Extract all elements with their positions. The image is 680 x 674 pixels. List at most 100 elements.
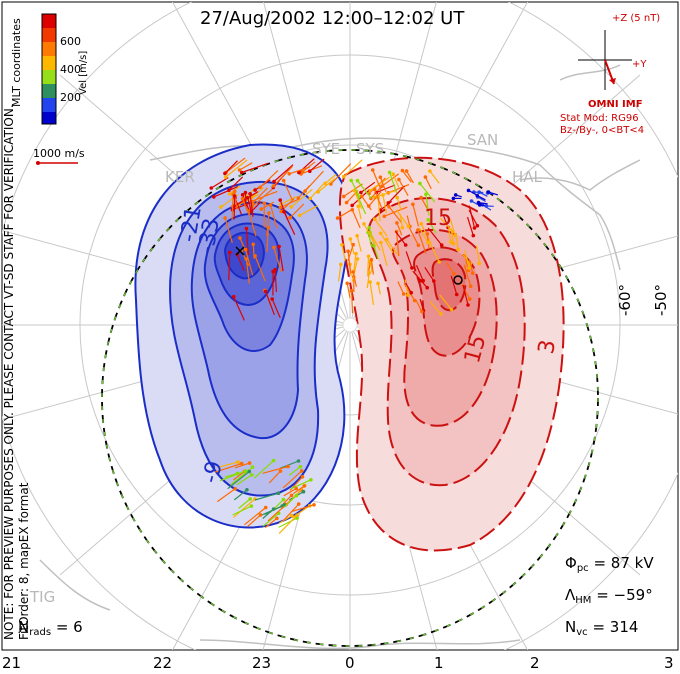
velocity-vector-origin (355, 178, 360, 183)
velocity-vector (219, 470, 246, 482)
velocity-vector (387, 185, 406, 204)
velocity-vector (262, 465, 289, 474)
velocity-vector (350, 180, 361, 198)
velocity-scale-vector (36, 161, 78, 165)
velocity-vector-origin (227, 250, 232, 255)
velocity-vector-origin (362, 222, 366, 226)
velocity-vector (289, 203, 305, 219)
velocity-vector (397, 281, 405, 295)
velocity-vector (415, 299, 423, 312)
velocity-vector (406, 215, 411, 227)
velocity-vector-origin (278, 469, 283, 473)
velocity-vector-origin (403, 243, 408, 247)
velocity-vector-origin (239, 461, 244, 466)
imf-z-label: +Z (5 nT) (612, 13, 661, 24)
cross-polar-potential: Φpc = 87 kV (565, 554, 654, 574)
velocity-vector-origin (248, 192, 252, 196)
velocity-vector-origin (301, 489, 306, 494)
velocity-vector (406, 170, 414, 184)
velocity-vector-origin (372, 187, 377, 192)
velocity-vector (369, 281, 375, 305)
velocity-vector (317, 178, 336, 193)
velocity-vector-origin (360, 194, 364, 199)
velocity-vector-origin (410, 266, 414, 270)
velocity-vector (273, 165, 293, 187)
velocity-vector (386, 238, 399, 256)
velocity-vector-origin (416, 228, 420, 232)
velocity-vector-origin (227, 188, 231, 192)
velocity-vector (380, 242, 388, 266)
mlt-label: 23 (252, 654, 272, 672)
velocity-vector-origin (267, 211, 271, 215)
velocity-vector-origin (486, 190, 491, 194)
velocity-vector (290, 188, 313, 208)
velocity-vector-origin (295, 516, 299, 520)
velocity-vector (367, 256, 370, 275)
station-label: KER (165, 168, 195, 186)
velocity-vector (244, 507, 267, 526)
velocity-vector (271, 298, 281, 319)
velocity-vector-origin (387, 170, 392, 175)
velocity-vector-origin (344, 200, 349, 205)
velocity-vector-origin (397, 177, 401, 182)
velocity-vector (262, 508, 274, 519)
velocity-vector (396, 231, 400, 257)
velocity-vector (341, 244, 346, 261)
velocity-vector (389, 172, 398, 194)
velocity-vector (429, 170, 440, 184)
potential-min-marker (235, 246, 245, 256)
velocity-vector-origin (469, 199, 474, 203)
velocity-vector (429, 301, 442, 315)
velocity-vector-origin (212, 195, 216, 199)
velocity-vector (290, 479, 312, 490)
velocity-vector-origin (406, 224, 411, 229)
velocity-vector-origin (471, 233, 476, 238)
velocity-vector-origin (366, 254, 371, 259)
velocity-vector (388, 206, 403, 224)
velocity-vector-origin (232, 194, 237, 198)
velocity-vector (247, 209, 257, 237)
velocity-vector-origin (401, 292, 406, 296)
velocity-vector (265, 291, 275, 316)
velocity-vector (236, 474, 253, 486)
velocity-vector (382, 194, 387, 214)
velocity-vector (292, 485, 305, 495)
velocity-vector (468, 209, 478, 226)
velocity-vector (282, 470, 303, 489)
velocity-vector (401, 170, 412, 183)
velocity-vector (268, 470, 281, 484)
velocity-vector-origin (250, 473, 254, 477)
potential-max-marker (453, 275, 463, 285)
velocity-vector (232, 470, 245, 481)
velocity-vector-origin (244, 226, 249, 231)
velocity-vector-origin (302, 484, 307, 488)
velocity-vector-origin (243, 247, 248, 252)
velocity-vector-origin (476, 200, 481, 205)
velocity-vector (357, 206, 362, 220)
velocity-vector (353, 253, 357, 271)
velocity-vector (412, 204, 420, 227)
velocity-vector-origin (298, 213, 302, 218)
velocity-vector (395, 209, 409, 227)
velocity-vector (214, 462, 242, 473)
plot-frame (1, 1, 679, 651)
preview-note: NOTE: FOR PREVIEW PURPOSES ONLY. PLEASE … (2, 104, 16, 640)
velocity-vector (278, 517, 298, 528)
velocity-vector-origin (303, 189, 307, 193)
velocity-vector-origin (356, 204, 361, 209)
velocity-vector-origin (424, 192, 428, 197)
velocity-vector (283, 487, 297, 497)
velocity-vector (368, 191, 382, 207)
velocity-vector (377, 197, 381, 222)
contour-label: 15 (424, 206, 452, 231)
velocity-vector-origin (219, 205, 223, 209)
velocity-vector-origin (404, 169, 409, 173)
velocity-vector-origin (258, 185, 263, 190)
velocity-vector (425, 194, 430, 216)
velocity-vector-origin (437, 260, 441, 264)
velocity-vector-origin (342, 194, 346, 199)
latitude-label: -60° (616, 284, 634, 316)
velocity-vector (247, 197, 253, 215)
velocity-vector-origin (275, 516, 279, 521)
velocity-vector-origin (232, 189, 237, 194)
